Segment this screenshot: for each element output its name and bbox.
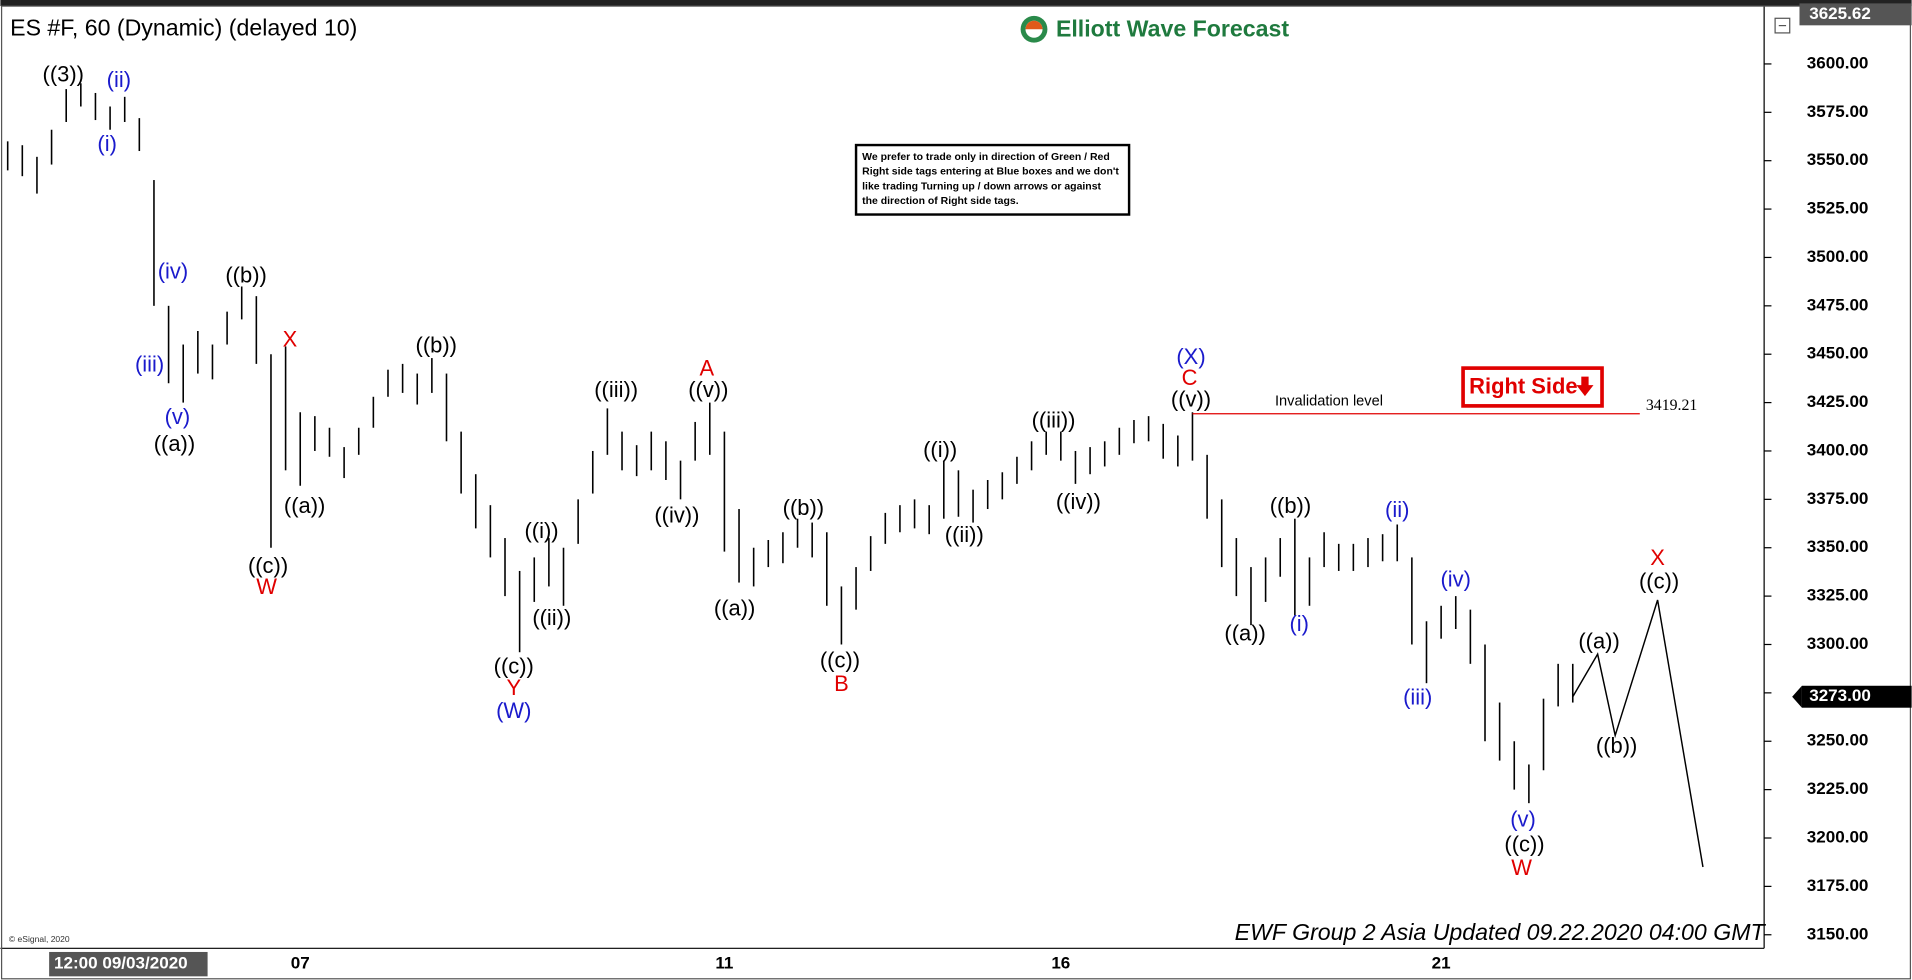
wave-label: ((b))	[783, 495, 824, 520]
invalidation-value: 3419.21	[1646, 397, 1697, 414]
wave-label: W	[1511, 855, 1532, 880]
note-line: Right side tags entering at Blue boxes a…	[862, 167, 1119, 178]
y-tick-label: 3400.00	[1807, 440, 1869, 459]
note-line: the direction of Right side tags.	[862, 196, 1019, 207]
right-side-tag: Right Side	[1461, 366, 1604, 408]
top-border	[0, 0, 1912, 7]
wave-label: X	[283, 326, 298, 351]
wave-label: X	[1650, 545, 1665, 570]
y-tick-label: 3600.00	[1807, 53, 1869, 72]
wave-label: ((c))	[820, 648, 860, 673]
wave-label: ((v))	[1171, 386, 1211, 411]
wave-label: ((a))	[1578, 628, 1619, 653]
wave-label: Y	[506, 675, 521, 700]
wave-label: (v)	[165, 404, 191, 429]
wave-label: ((iv))	[1056, 489, 1101, 514]
wave-label: (v)	[1510, 806, 1536, 831]
y-tick-label: 3300.00	[1807, 634, 1869, 653]
wave-label: (i)	[1289, 611, 1309, 636]
wave-label: ((ii))	[532, 605, 571, 630]
x-tick-label: 11	[715, 954, 733, 973]
wave-label: (W)	[496, 698, 531, 723]
x-tick-label: 21	[1432, 954, 1451, 973]
brand-logo: Elliott Wave Forecast	[1020, 16, 1289, 43]
wave-label: B	[834, 671, 849, 696]
wave-label: ((a))	[154, 431, 195, 456]
down-arrow	[1576, 376, 1594, 397]
wave-label: ((b))	[416, 332, 457, 357]
wave-label: ((v))	[688, 377, 728, 402]
wave-label: ((c))	[1504, 832, 1544, 857]
wave-label: ((3))	[43, 61, 84, 86]
wave-label: ((iii))	[594, 377, 638, 402]
start-label-box	[49, 951, 208, 977]
y-tick-label: 3150.00	[1807, 924, 1869, 943]
wave-label: ((iii))	[1032, 408, 1076, 433]
top-price-tag	[1799, 3, 1912, 26]
y-tick-label: 3575.00	[1807, 102, 1869, 121]
y-tick-label: 3450.00	[1807, 344, 1869, 363]
y-tick-label: 3200.00	[1807, 828, 1869, 847]
right-side-text: Right Side	[1469, 373, 1577, 398]
wave-label: ((ii))	[945, 522, 984, 547]
wave-label: ((c))	[248, 553, 288, 578]
wave-label: ((i))	[923, 437, 957, 462]
y-tick-label: 3425.00	[1807, 392, 1869, 411]
wave-label: ((b))	[1596, 733, 1637, 758]
frame	[0, 5, 1912, 980]
wave-label: A	[700, 355, 715, 380]
y-tick-label: 3250.00	[1807, 731, 1869, 750]
logo-arc	[1025, 20, 1043, 30]
wave-label: (iii)	[135, 352, 164, 377]
footer: EWF Group 2 Asia Updated 09.22.2020 04:0…	[1235, 919, 1767, 945]
wave-label: (i)	[97, 131, 117, 156]
window-icon[interactable]	[1774, 17, 1791, 34]
brand-name: Elliott Wave Forecast	[1056, 16, 1289, 42]
y-tick-label: 3500.00	[1807, 247, 1869, 266]
wave-label: ((b))	[225, 263, 266, 288]
wave-label: (X)	[1176, 344, 1205, 369]
wave-label: (ii)	[1385, 497, 1409, 522]
wave-label: ((c))	[1639, 568, 1679, 593]
last-price-tag	[1801, 685, 1912, 708]
projection-path	[1572, 599, 1704, 868]
wave-label: ((i))	[525, 518, 559, 543]
wave-label: (iv)	[158, 259, 188, 284]
wave-label: (iv)	[1441, 566, 1471, 591]
wave-label: (ii)	[107, 67, 131, 92]
last-price-pointer	[1792, 685, 1802, 708]
chart-title: ES #F, 60 (Dynamic) (delayed 10)	[10, 14, 357, 40]
y-tick-label: 3325.00	[1807, 586, 1869, 605]
wave-label: ((iv))	[654, 503, 699, 528]
wave-label: ((c))	[494, 654, 534, 679]
y-tick-label: 3550.00	[1807, 150, 1869, 169]
y-tick-label: 3175.00	[1807, 876, 1869, 895]
start-label: 12:00 09/03/2020	[54, 954, 188, 973]
wave-label: ((b))	[1270, 493, 1311, 518]
y-tick-label: 3225.00	[1807, 779, 1869, 798]
y-tick-label: 3350.00	[1807, 537, 1869, 556]
x-tick-label: 07	[291, 954, 310, 973]
note-frame	[854, 143, 1131, 216]
wave-label: ((a))	[1224, 621, 1265, 646]
y-tick-label: 3475.00	[1807, 295, 1869, 314]
last-price-label: 3273.00	[1809, 686, 1871, 705]
y-tick-label: 3525.00	[1807, 199, 1869, 218]
x-tick-label: 16	[1051, 954, 1070, 973]
note-box: We prefer to trade only in direction of …	[854, 143, 1131, 216]
y-tick-label: 3375.00	[1807, 489, 1869, 508]
wave-label: ((a))	[714, 595, 755, 620]
wave-label: W	[256, 574, 277, 599]
wave-label: ((a))	[284, 493, 325, 518]
note-line: We prefer to trade only in direction of …	[862, 152, 1110, 163]
invalidation-text: Invalidation level	[1275, 393, 1383, 409]
top-price-label: 3625.62	[1809, 4, 1871, 23]
copyright: © eSignal, 2020	[9, 934, 70, 944]
wave-label: (iii)	[1403, 684, 1432, 709]
wave-label: C	[1182, 365, 1198, 390]
note-line: like trading Turning up / down arrows or…	[862, 181, 1101, 192]
